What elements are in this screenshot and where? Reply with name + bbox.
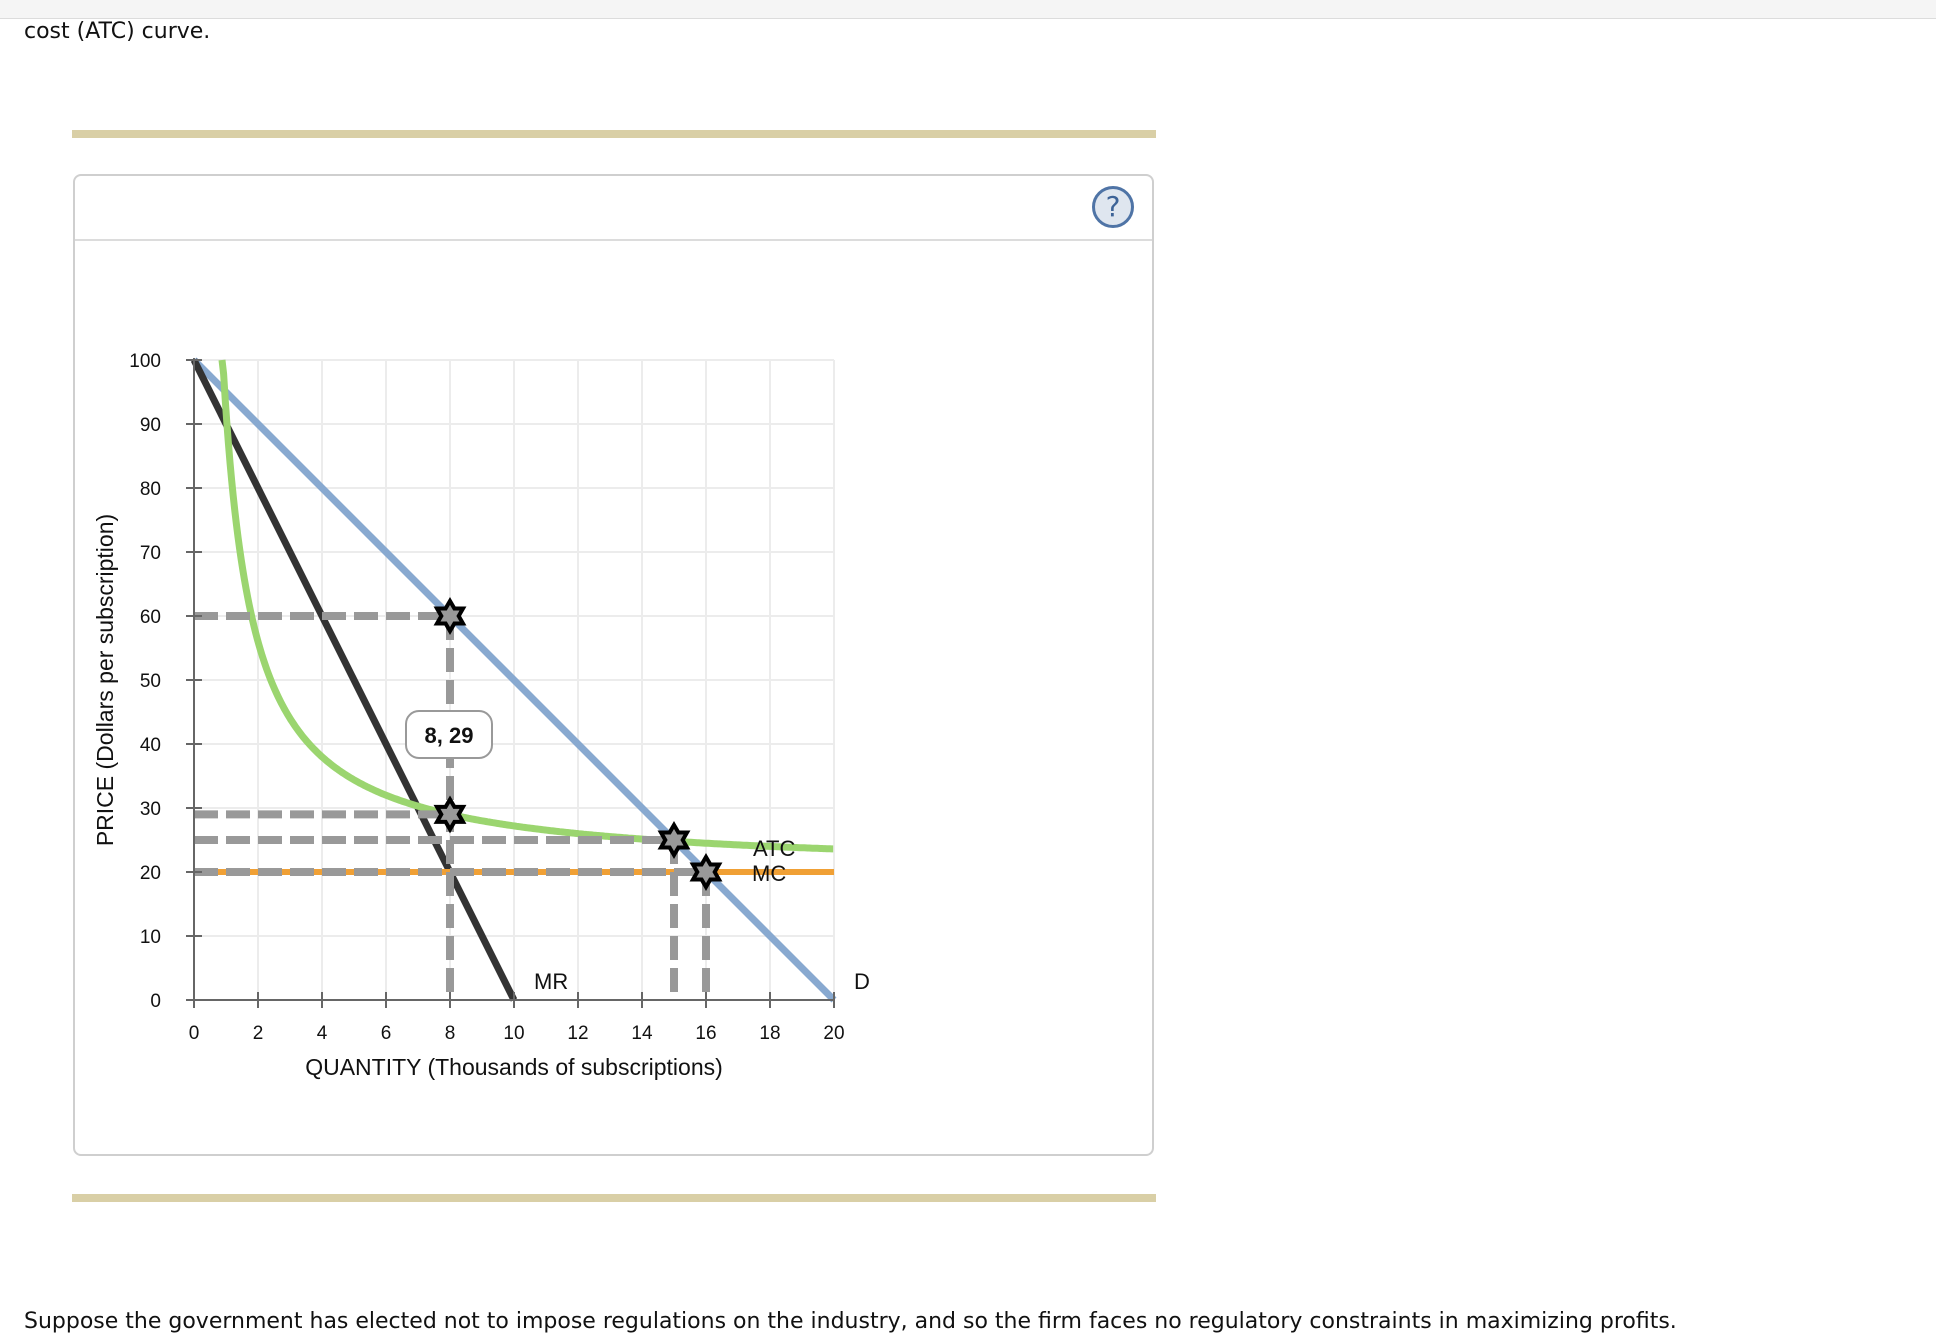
top-divider-rule bbox=[72, 130, 1156, 138]
tooltip-text: 8, 29 bbox=[425, 723, 474, 748]
x-tick-label: 4 bbox=[317, 1023, 328, 1044]
y-tick-label: 100 bbox=[129, 351, 161, 372]
x-tick-label: 18 bbox=[759, 1023, 780, 1044]
y-tick-label: 40 bbox=[140, 735, 161, 756]
y-tick-label: 50 bbox=[140, 671, 161, 692]
curve-mr bbox=[190, 358, 518, 1002]
bottom-divider-rule bbox=[72, 1194, 1156, 1202]
intro-text: cost (ATC) curve. bbox=[24, 19, 211, 44]
dashed-guides bbox=[194, 612, 710, 1000]
label-d: D bbox=[854, 969, 870, 994]
point-tooltip: 8, 29 bbox=[405, 710, 493, 759]
x-tick-label: 6 bbox=[381, 1023, 392, 1044]
chart-axes: 0 10 20 30 40 50 60 70 80 90 100 0 2 4 6 8 10 12 14 16 18 20 bbox=[129, 351, 844, 1044]
x-tick-label: 16 bbox=[695, 1023, 716, 1044]
y-tick-label: 80 bbox=[140, 479, 161, 500]
y-tick-label: 70 bbox=[140, 543, 161, 564]
curve-atc bbox=[218, 359, 834, 853]
help-button[interactable]: ? bbox=[1092, 186, 1134, 228]
tooltip-box bbox=[405, 710, 493, 759]
x-tick-label: 2 bbox=[253, 1023, 264, 1044]
y-tick-label: 30 bbox=[140, 799, 161, 820]
graph-panel: ? bbox=[73, 174, 1154, 1156]
x-tick-label: 8 bbox=[445, 1023, 456, 1044]
y-tick-label: 10 bbox=[140, 927, 161, 948]
x-tick-label: 14 bbox=[631, 1023, 653, 1044]
star-marker bbox=[657, 821, 691, 859]
y-tick-label: 0 bbox=[150, 991, 161, 1012]
top-bar bbox=[0, 0, 1936, 19]
x-tick-label: 20 bbox=[823, 1023, 844, 1044]
chart-markers bbox=[433, 597, 723, 891]
panel-header: ? bbox=[75, 176, 1152, 241]
star-marker bbox=[433, 597, 467, 635]
x-axis-title: QUANTITY (Thousands of subscriptions) bbox=[305, 1054, 723, 1080]
question-text: Suppose the government has elected not t… bbox=[24, 1309, 1677, 1334]
y-tick-label: 60 bbox=[140, 607, 161, 628]
x-tick-label: 10 bbox=[503, 1023, 524, 1044]
label-atc: ATC bbox=[753, 836, 795, 861]
star-marker bbox=[689, 853, 723, 891]
star-marker bbox=[433, 795, 467, 834]
label-mr: MR bbox=[534, 969, 568, 994]
x-tick-label: 0 bbox=[189, 1023, 200, 1044]
curve-d bbox=[191, 357, 837, 1003]
question-circle-icon: ? bbox=[1105, 190, 1121, 223]
y-axis-title: PRICE (Dollars per subscription) bbox=[92, 514, 118, 846]
chart-labels: PRICE (Dollars per subscription) QUANTIT… bbox=[92, 514, 870, 1080]
x-tick-label: 12 bbox=[567, 1023, 588, 1044]
y-tick-label: 90 bbox=[140, 415, 161, 436]
label-mc: MC bbox=[752, 861, 786, 886]
y-tick-label: 20 bbox=[140, 863, 161, 884]
